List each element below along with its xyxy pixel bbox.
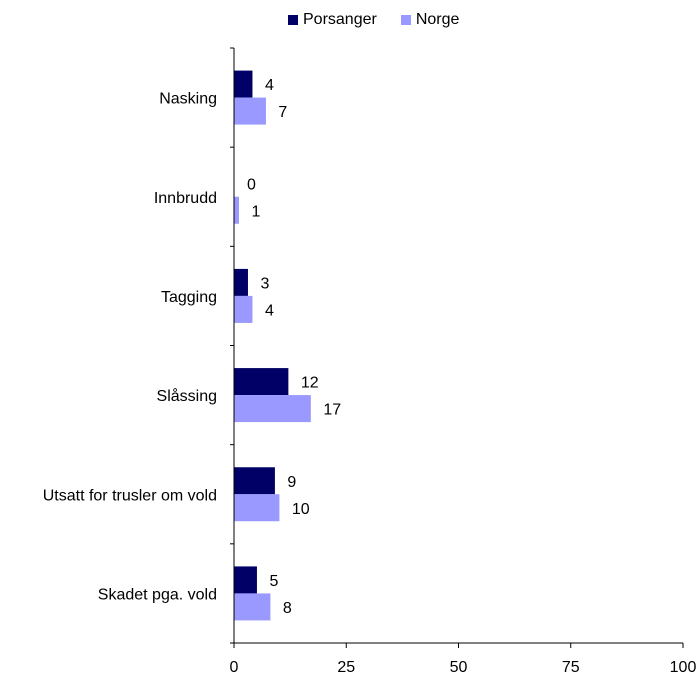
x-tick-label: 100 xyxy=(670,659,697,676)
data-label: 9 xyxy=(287,474,296,491)
data-label: 5 xyxy=(269,573,278,590)
category-label: Innbrudd xyxy=(154,190,217,207)
bar-porsanger xyxy=(234,70,253,98)
x-tick-label: 50 xyxy=(450,659,468,676)
category-label: Utsatt for trusler om vold xyxy=(43,487,217,504)
data-label: 3 xyxy=(260,275,269,292)
legend-swatch-porsanger xyxy=(288,15,298,25)
bar-porsanger xyxy=(234,368,289,396)
legend: Porsanger Norge xyxy=(288,11,483,29)
data-label: 1 xyxy=(251,203,260,220)
x-tick-label: 25 xyxy=(337,659,355,676)
legend-swatch-norge xyxy=(400,15,411,25)
bar-norge xyxy=(234,395,311,423)
bar-porsanger xyxy=(234,566,257,594)
data-label: 7 xyxy=(278,104,287,121)
legend-label-porsanger: Porsanger xyxy=(303,11,377,28)
data-label: 12 xyxy=(301,375,319,392)
legend-label-norge: Norge xyxy=(415,11,460,28)
category-label: Skadet pga. vold xyxy=(98,586,217,603)
data-label: 10 xyxy=(292,501,310,518)
bar-norge xyxy=(234,97,266,125)
bar-norge xyxy=(234,494,280,522)
data-label: 4 xyxy=(265,302,274,319)
bar-norge xyxy=(234,295,253,323)
category-label: Nasking xyxy=(159,91,217,108)
data-label: 4 xyxy=(265,77,274,94)
data-label: 0 xyxy=(247,176,256,193)
legend-item-porsanger: Porsanger xyxy=(288,11,377,29)
x-tick-label: 0 xyxy=(230,659,239,676)
legend-item-norge: Norge xyxy=(400,11,460,29)
x-tick-label: 75 xyxy=(562,659,580,676)
bar-norge xyxy=(234,196,239,224)
bar-norge xyxy=(234,593,271,621)
bar-porsanger xyxy=(234,467,275,495)
data-label: 8 xyxy=(283,600,292,617)
bar-porsanger xyxy=(234,268,248,296)
category-label: Tagging xyxy=(161,289,217,306)
category-label: Slåssing xyxy=(157,387,217,405)
data-label: 17 xyxy=(323,402,341,419)
